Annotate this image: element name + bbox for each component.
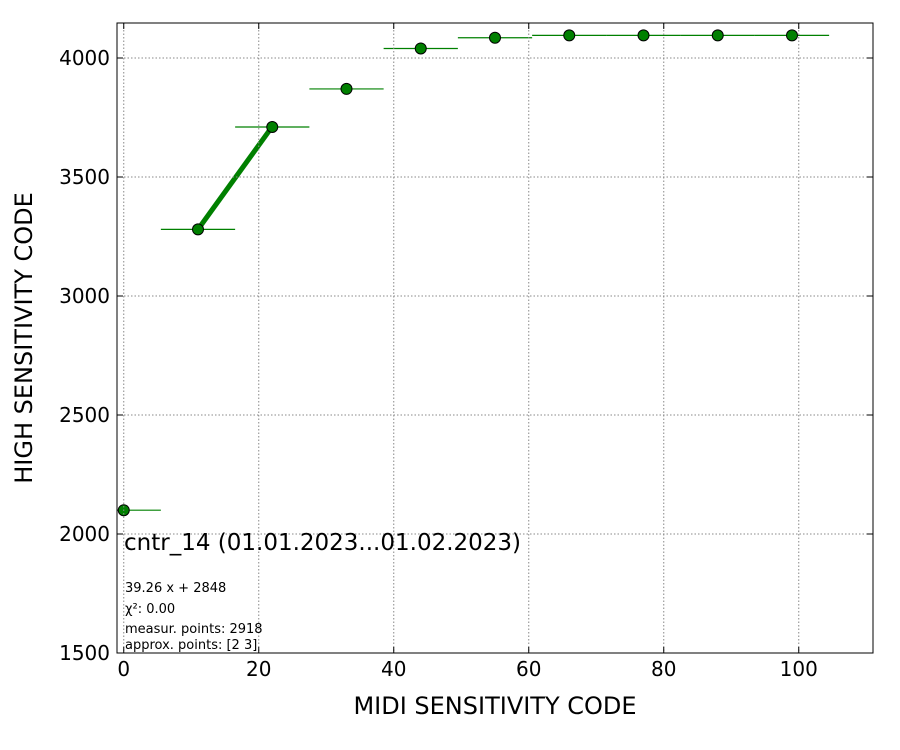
data-point: [786, 29, 798, 42]
annotation: χ²: 0.00: [125, 602, 175, 617]
x-tick-label: 0: [117, 657, 130, 681]
y-tick-label: 3000: [59, 284, 110, 308]
y-tick-label: 2500: [59, 403, 110, 427]
y-tick-label: 2000: [59, 522, 110, 546]
x-axis-label: MIDI SENSITIVITY CODE: [353, 692, 636, 720]
data-point: [711, 29, 724, 42]
annotation: approx. points: [2 3]: [125, 638, 257, 653]
data-point: [637, 29, 650, 42]
data-point: [340, 82, 353, 95]
data-point: [192, 223, 204, 236]
data-point: [414, 42, 427, 55]
y-axis-label: HIGH SENSITIVITY CODE: [10, 192, 38, 484]
data-point: [489, 31, 501, 44]
x-tick-label: 60: [516, 657, 541, 681]
y-tick-label: 1500: [59, 641, 110, 665]
plot-frame: [116, 22, 874, 654]
legend-label: cntr_14 (01.01.2023...01.02.2023): [124, 530, 521, 556]
x-tick-label: 100: [780, 657, 818, 681]
y-tick-label: 4000: [59, 46, 110, 70]
y-tick-label: 3500: [59, 165, 110, 189]
plot-area: [117, 29, 830, 517]
x-tick-label: 80: [651, 657, 676, 681]
fit-line: [195, 125, 275, 231]
data-point: [266, 121, 279, 134]
annotation: 39.26 x + 2848: [125, 581, 226, 596]
data-point: [563, 29, 576, 42]
annotation: measur. points: 2918: [125, 622, 263, 637]
x-tick-label: 40: [381, 657, 406, 681]
x-tick-label: 20: [246, 657, 271, 681]
